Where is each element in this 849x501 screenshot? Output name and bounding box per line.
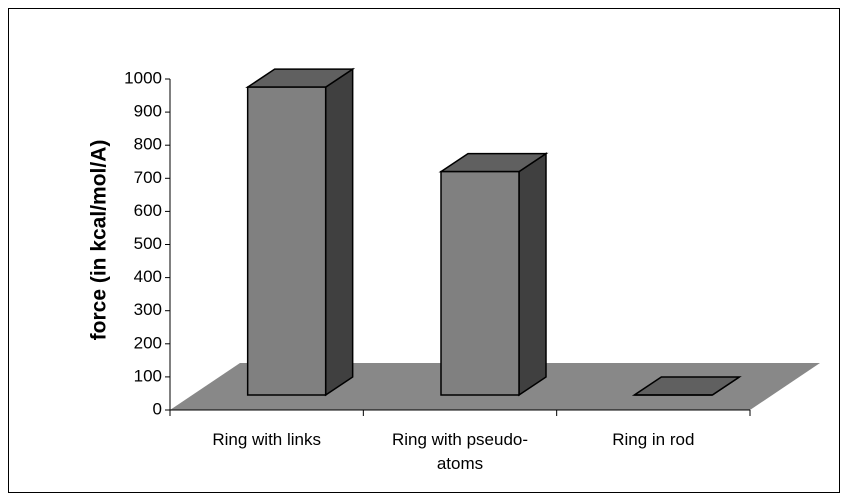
bar — [245, 67, 356, 397]
y-tick-label: 500 — [134, 234, 162, 253]
bar-front — [246, 86, 327, 396]
y-tick-label: 700 — [134, 168, 162, 187]
y-tick-label: 1000 — [124, 68, 162, 87]
y-axis-title: force (in kcal/mol/A) — [88, 140, 111, 341]
bar — [438, 152, 549, 397]
y-tick-label: 200 — [134, 333, 162, 352]
bar-side — [324, 67, 354, 397]
y-tick-label: 0 — [153, 399, 162, 418]
y-tick-label: 400 — [134, 267, 162, 286]
chart-border — [8, 8, 840, 493]
y-tick-label: 300 — [134, 300, 162, 319]
bar-side — [518, 152, 547, 397]
y-tick-label: 600 — [134, 201, 162, 220]
y-tick-label: 900 — [134, 102, 162, 121]
y-tick-label: 800 — [134, 135, 162, 154]
bar-front — [440, 170, 520, 396]
x-tick-label: Ring with pseudo-atoms — [391, 430, 529, 473]
x-tick-label: Ring in rod — [612, 430, 695, 449]
x-tick-label: Ring with links — [212, 430, 321, 449]
bar — [631, 376, 742, 396]
y-tick-label: 100 — [134, 366, 162, 385]
